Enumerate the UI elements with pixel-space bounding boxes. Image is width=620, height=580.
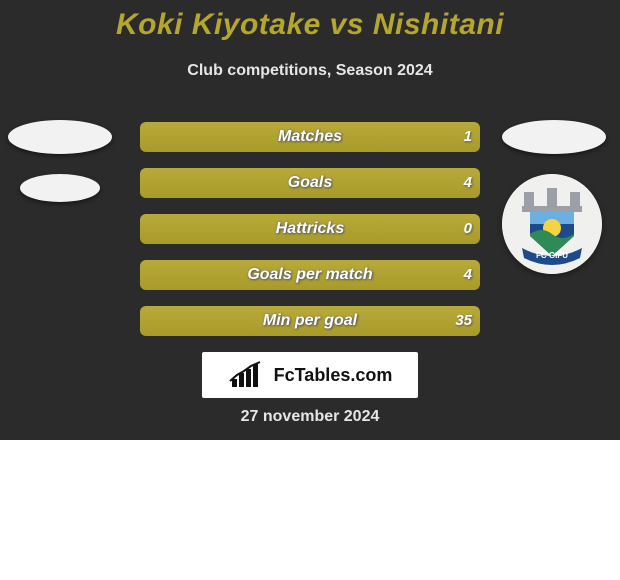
club-badge-text: FC GIFU <box>536 251 568 260</box>
stat-bar-row: Goals per match4 <box>140 260 480 290</box>
stat-bar-label: Goals per match <box>140 260 480 290</box>
stat-bar-row: Hattricks0 <box>140 214 480 244</box>
club-badge-fc-gifu: FC GIFU <box>502 174 602 274</box>
stat-bar-value-right: 35 <box>455 306 472 336</box>
page-title: Koki Kiyotake vs Nishitani <box>0 8 620 42</box>
left-ellipse-1 <box>8 120 112 154</box>
stat-bar-value-right: 0 <box>464 214 472 244</box>
stat-bar-row: Goals4 <box>140 168 480 198</box>
bar-chart-icon <box>228 361 268 389</box>
stat-bar-row: Min per goal35 <box>140 306 480 336</box>
stat-bar-row: Matches1 <box>140 122 480 152</box>
stat-bar-label: Matches <box>140 122 480 152</box>
stat-bars: Matches1Goals4Hattricks0Goals per match4… <box>140 122 480 352</box>
right-player-col: FC GIFU <box>502 120 612 274</box>
left-ellipse-2 <box>20 174 100 202</box>
stat-bar-value-right: 1 <box>464 122 472 152</box>
fctables-logo-text: FcTables.com <box>274 365 393 386</box>
stat-bar-label: Goals <box>140 168 480 198</box>
fctables-logo[interactable]: FcTables.com <box>202 352 418 398</box>
stat-bar-value-right: 4 <box>464 260 472 290</box>
subtitle: Club competitions, Season 2024 <box>0 62 620 80</box>
stat-bar-value-right: 4 <box>464 168 472 198</box>
stat-bar-label: Min per goal <box>140 306 480 336</box>
club-badge-svg: FC GIFU <box>502 174 602 274</box>
stats-panel: Koki Kiyotake vs Nishitani Club competit… <box>0 0 620 440</box>
right-ellipse-1 <box>502 120 606 154</box>
left-player-col <box>8 120 118 222</box>
stat-bar-label: Hattricks <box>140 214 480 244</box>
date-label: 27 november 2024 <box>0 408 620 426</box>
